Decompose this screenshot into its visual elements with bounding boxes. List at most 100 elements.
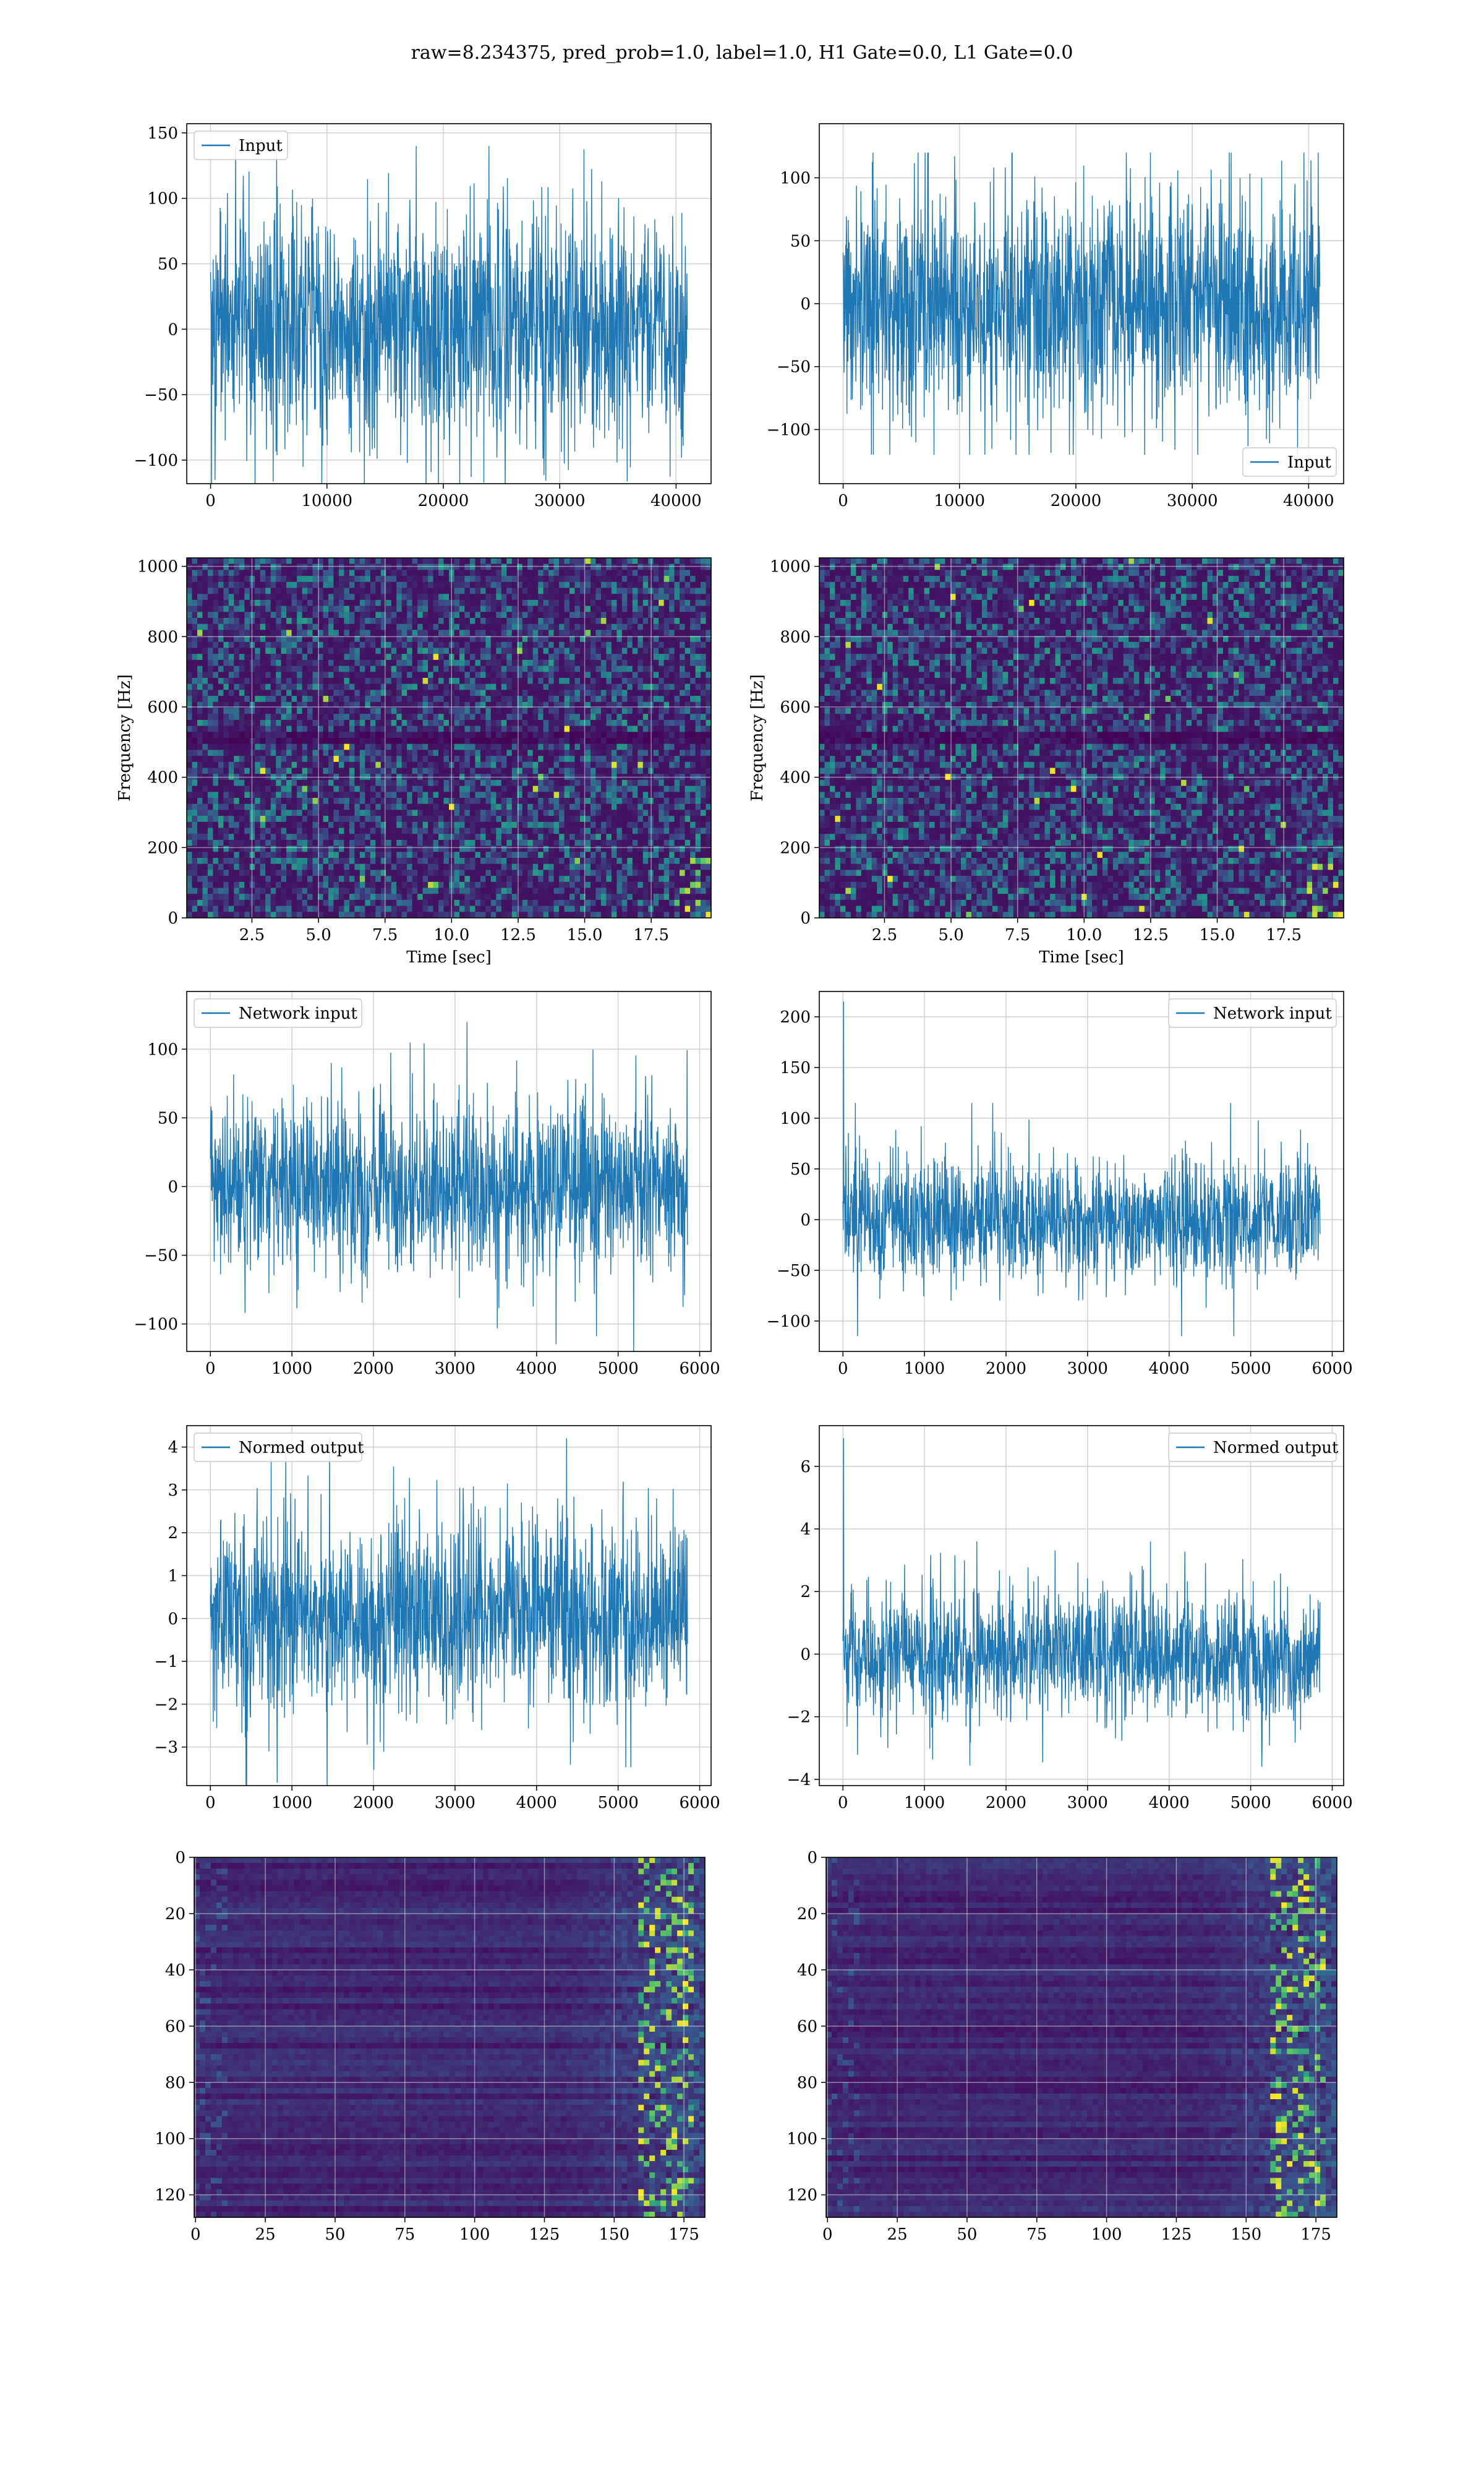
- heatmap-cell: [606, 659, 612, 667]
- heatmap-cell: [684, 648, 691, 654]
- heatmap-cell: [349, 588, 355, 594]
- heatmap-cell: [386, 612, 392, 618]
- heatmap-cell: [239, 714, 245, 721]
- heatmap-cell: [638, 785, 644, 792]
- heatmap-cell: [228, 803, 234, 810]
- heatmap-cell: [485, 798, 492, 805]
- heatmap-cell: [564, 558, 570, 565]
- heatmap-cell: [291, 576, 297, 583]
- heatmap-cell: [553, 636, 560, 643]
- heatmap-cell: [595, 750, 602, 756]
- heatmap-cell: [438, 594, 445, 601]
- heatmap-cell: [621, 756, 628, 763]
- heatmap-cell: [323, 792, 329, 798]
- heatmap-cell: [312, 623, 318, 630]
- heatmap-cell: [469, 756, 475, 763]
- heatmap-cell: [386, 803, 392, 810]
- heatmap-cell: [659, 761, 665, 769]
- heatmap-cell: [187, 654, 193, 661]
- heatmap-cell: [485, 834, 492, 841]
- heatmap-cell: [449, 648, 455, 654]
- heatmap-cell: [454, 594, 460, 601]
- heatmap-cell: [333, 558, 339, 565]
- heatmap-cell: [197, 708, 203, 714]
- heatmap-cell: [600, 714, 607, 721]
- heatmap-cell: [669, 761, 675, 769]
- heatmap-cell: [684, 683, 691, 690]
- heatmap-cell: [396, 606, 403, 612]
- heatmap-cell: [480, 719, 486, 727]
- heatmap-cell: [370, 756, 376, 763]
- heatmap-cell: [543, 834, 549, 841]
- heatmap-cell: [438, 606, 445, 612]
- heatmap-cell: [532, 683, 539, 690]
- heatmap-cell: [380, 630, 386, 636]
- heatmap-cell: [690, 738, 696, 745]
- heatmap-cell: [307, 581, 313, 589]
- heatmap-cell: [475, 690, 481, 696]
- heatmap-cell: [553, 768, 560, 774]
- heatmap-cell: [375, 558, 382, 565]
- heatmap-cell: [569, 810, 576, 816]
- heatmap-cell: [438, 570, 445, 576]
- heatmap-cell: [459, 594, 466, 601]
- heatmap-cell: [370, 785, 376, 792]
- heatmap-cell: [611, 612, 617, 618]
- heatmap-cell: [659, 774, 665, 781]
- heatmap-cell: [621, 845, 628, 852]
- heatmap-cell: [270, 743, 276, 750]
- heatmap-cell: [407, 588, 413, 594]
- heatmap-cell: [228, 558, 234, 565]
- heatmap-cell: [527, 588, 534, 594]
- heatmap-cell: [611, 743, 617, 750]
- heatmap-cell: [674, 636, 680, 643]
- heatmap-cell: [574, 774, 581, 781]
- heatmap-cell: [207, 803, 213, 810]
- heatmap-cell: [401, 732, 407, 738]
- heatmap-cell: [192, 588, 198, 594]
- heatmap-cell: [344, 750, 350, 756]
- heatmap-cell: [323, 774, 329, 781]
- heatmap-cell: [218, 774, 224, 781]
- heatmap-cell: [606, 618, 612, 625]
- heatmap-cell: [359, 576, 365, 583]
- heatmap-cell: [349, 714, 355, 721]
- heatmap-cell: [653, 672, 659, 678]
- heatmap-cell: [286, 576, 292, 583]
- heatmap-cell: [469, 768, 475, 774]
- heatmap-cell: [548, 810, 555, 816]
- heatmap-cell: [653, 834, 659, 841]
- heatmap-cell: [506, 828, 513, 834]
- heatmap-cell: [375, 696, 382, 703]
- heatmap-cell: [532, 761, 539, 769]
- heatmap-cell: [370, 732, 376, 738]
- heatmap-cell: [281, 750, 287, 756]
- heatmap-cell: [600, 636, 607, 643]
- heatmap-cell: [433, 798, 439, 805]
- heatmap-cell: [380, 576, 386, 583]
- heatmap-cell: [307, 648, 313, 654]
- heatmap-cell: [391, 599, 397, 607]
- heatmap-cell: [511, 761, 518, 769]
- heatmap-cell: [228, 756, 234, 763]
- heatmap-cell: [338, 606, 344, 612]
- heatmap-cell: [244, 576, 250, 583]
- heatmap-cell: [454, 743, 460, 750]
- heatmap-cell: [701, 659, 707, 667]
- heatmap-cell: [459, 581, 466, 589]
- heatmap-cell: [218, 623, 224, 630]
- heatmap-cell: [564, 581, 570, 589]
- heatmap-cell: [559, 738, 565, 745]
- heatmap-cell: [627, 738, 633, 745]
- heatmap-cell: [684, 678, 691, 685]
- heatmap-cell: [511, 738, 518, 745]
- heatmap-cell: [485, 558, 492, 565]
- heatmap-cell: [375, 623, 382, 630]
- heatmap-cell: [391, 756, 397, 763]
- heatmap-cell: [276, 732, 282, 738]
- heatmap-cell: [407, 774, 413, 781]
- heatmap-cell: [192, 839, 198, 847]
- heatmap-cell: [407, 606, 413, 612]
- heatmap-cell: [260, 612, 266, 618]
- heatmap-cell: [459, 636, 466, 643]
